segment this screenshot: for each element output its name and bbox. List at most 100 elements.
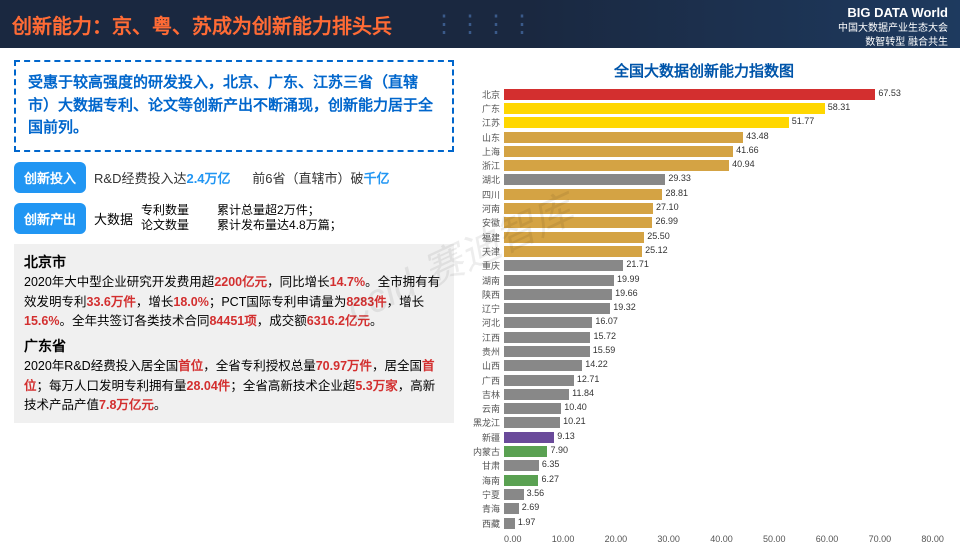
input-tag: 创新投入 — [14, 162, 86, 193]
bar-row: 内蒙古7.90 — [464, 444, 944, 458]
bar-label: 广西 — [464, 374, 504, 387]
bar-label: 宁夏 — [464, 488, 504, 501]
bar-label: 上海 — [464, 145, 504, 158]
bar-value: 41.66 — [733, 145, 759, 155]
bar-value: 6.27 — [538, 474, 559, 484]
bar-fill: 19.32 — [504, 303, 610, 314]
x-tick: 70.00 — [869, 534, 892, 544]
input-text: R&D经费投入达2.4万亿 前6省（直辖市）破千亿 — [94, 168, 454, 187]
bar-track: 6.35 — [504, 460, 944, 471]
bar-value: 10.21 — [560, 416, 586, 426]
bar-track: 16.07 — [504, 317, 944, 328]
bar-value: 21.71 — [623, 259, 649, 269]
bar-row: 湖北29.33 — [464, 173, 944, 187]
bar-value: 19.32 — [610, 302, 636, 312]
input-row: 创新投入 R&D经费投入达2.4万亿 前6省（直辖市）破千亿 — [14, 162, 454, 193]
chart-title: 全国大数据创新能力指数图 — [464, 60, 944, 81]
bar-track: 51.77 — [504, 117, 944, 128]
bar-track: 26.99 — [504, 217, 944, 228]
bar-fill: 6.27 — [504, 475, 538, 486]
bar-track: 27.10 — [504, 203, 944, 214]
bar-value: 2.69 — [519, 502, 540, 512]
bar-row: 河南 27.10 — [464, 201, 944, 215]
bar-fill: 28.81 — [504, 189, 662, 200]
output-col1: 专利数量 论文数量 — [141, 203, 189, 234]
bar-value: 12.71 — [574, 374, 600, 384]
bar-row: 黑龙江 10.21 — [464, 416, 944, 430]
bar-row: 广西 12.71 — [464, 373, 944, 387]
bar-value: 10.40 — [561, 402, 587, 412]
bar-track: 3.56 — [504, 489, 944, 500]
bar-fill: 58.31 — [504, 103, 825, 114]
bar-fill: 11.84 — [504, 389, 569, 400]
bar-label: 山东 — [464, 131, 504, 144]
right-column: 全国大数据创新能力指数图 北京67.53广东58.31江苏51.77山东43.4… — [464, 60, 944, 517]
bar-row: 山西14.22 — [464, 359, 944, 373]
bar-fill: 14.22 — [504, 360, 582, 371]
bar-row: 青海2.69 — [464, 502, 944, 516]
bar-track: 67.53 — [504, 89, 944, 100]
bar-label: 河南 — [464, 202, 504, 215]
gd-text: 2020年R&D经费投入居全国首位，全省专利授权总量70.97万件，居全国首位；… — [24, 357, 444, 415]
bar-label: 海南 — [464, 474, 504, 487]
bar-track: 40.94 — [504, 160, 944, 171]
header-logo-sub: 中国大数据产业生态大会 — [779, 19, 948, 34]
bar-row: 甘肃6.35 — [464, 459, 944, 473]
bar-row: 云南10.40 — [464, 402, 944, 416]
bar-label: 河北 — [464, 316, 504, 329]
bar-track: 19.32 — [504, 303, 944, 314]
bar-track: 2.69 — [504, 503, 944, 514]
bar-track: 25.50 — [504, 232, 944, 243]
bar-row: 海南6.27 — [464, 473, 944, 487]
bar-value: 51.77 — [789, 116, 815, 126]
bar-fill: 51.77 — [504, 117, 789, 128]
bar-label: 陕西 — [464, 288, 504, 301]
bar-track: 6.27 — [504, 475, 944, 486]
bar-label: 甘肃 — [464, 459, 504, 472]
bar-value: 29.33 — [665, 173, 691, 183]
bar-label: 内蒙古 — [464, 445, 504, 458]
bar-track: 19.99 — [504, 275, 944, 286]
bar-fill: 19.66 — [504, 289, 612, 300]
bar-fill: 9.13 — [504, 432, 554, 443]
x-tick: 40.00 — [710, 534, 733, 544]
bar-value: 19.66 — [612, 288, 638, 298]
bar-row: 福建 25.50 — [464, 230, 944, 244]
bar-value: 9.13 — [554, 431, 575, 441]
output-col2: 累计总量超2万件； 累计发布量达4.8万篇； — [217, 203, 342, 234]
bar-label: 江苏 — [464, 116, 504, 129]
bar-value: 26.99 — [652, 216, 678, 226]
bar-value: 43.48 — [743, 131, 769, 141]
bar-value: 28.81 — [662, 188, 688, 198]
bar-fill: 43.48 — [504, 132, 743, 143]
header-decoration: ⋮⋮⋮⋮ — [432, 10, 536, 39]
bar-value: 27.10 — [653, 202, 679, 212]
bar-fill: 16.07 — [504, 317, 592, 328]
gd-title: 广东省 — [24, 336, 444, 358]
bar-label: 黑龙江 — [464, 416, 504, 429]
bar-label: 吉林 — [464, 388, 504, 401]
bar-track: 14.22 — [504, 360, 944, 371]
bar-track: 10.21 — [504, 417, 944, 428]
header-logo: BIG DATA World — [779, 5, 948, 20]
bar-label: 山西 — [464, 359, 504, 372]
x-tick: 30.00 — [657, 534, 680, 544]
bar-fill: 3.56 — [504, 489, 524, 500]
bar-row: 山东43.48 — [464, 130, 944, 144]
bar-track: 28.81 — [504, 189, 944, 200]
x-tick: 60.00 — [816, 534, 839, 544]
bar-track: 7.90 — [504, 446, 944, 457]
bar-row: 广东58.31 — [464, 101, 944, 115]
bar-track: 43.48 — [504, 132, 944, 143]
bar-row: 江西15.72 — [464, 330, 944, 344]
bar-track: 25.12 — [504, 246, 944, 257]
bar-value: 25.50 — [644, 231, 670, 241]
left-column: 受惠于较高强度的研发投入，北京、广东、江苏三省（直辖市）大数据专利、论文等创新产… — [14, 60, 454, 517]
bar-label: 福建 — [464, 231, 504, 244]
header-branding: BIG DATA World 中国大数据产业生态大会 数智转型 融合共生 202… — [779, 5, 948, 48]
slide-header: 创新能力：京、粤、苏成为创新能力排头兵 ⋮⋮⋮⋮ BIG DATA World … — [0, 0, 960, 48]
bar-value: 1.97 — [515, 517, 536, 527]
bar-row: 陕西19.66 — [464, 287, 944, 301]
bar-row: 西藏1.97 — [464, 516, 944, 530]
x-tick: 10.00 — [552, 534, 575, 544]
